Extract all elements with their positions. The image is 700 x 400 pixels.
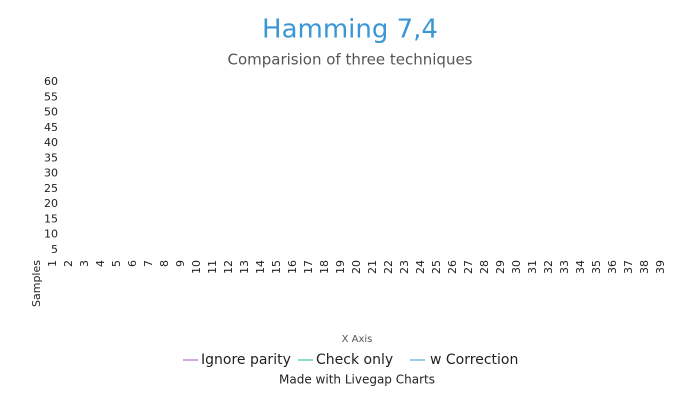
y-tick-label: 15 <box>44 212 58 225</box>
y-tick-label: 50 <box>44 106 58 119</box>
x-tick-label: 4 <box>94 260 107 267</box>
x-tick-label: Samples <box>30 260 43 307</box>
x-tick-label: 38 <box>638 260 651 274</box>
x-tick-label: 8 <box>158 260 171 267</box>
x-axis-title: X Axis <box>342 334 373 345</box>
y-tick-label: 10 <box>44 228 58 241</box>
x-tick-label: 11 <box>206 260 219 274</box>
x-tick-label: 31 <box>526 260 539 274</box>
x-tick-label: 33 <box>558 260 571 274</box>
x-tick-label: 6 <box>126 260 139 267</box>
y-tick-label: 30 <box>44 167 58 180</box>
x-tick-label: 19 <box>334 260 347 274</box>
y-tick-label: 40 <box>44 136 58 149</box>
y-tick-label: 35 <box>44 151 58 164</box>
x-tick-label: 1 <box>46 260 59 267</box>
x-tick-label: 12 <box>222 260 235 274</box>
footer: Made with Livegap Charts <box>279 373 435 387</box>
x-tick-label: 18 <box>318 260 331 274</box>
x-tick-label: 5 <box>110 260 123 267</box>
x-tick-label: 9 <box>174 260 187 267</box>
x-tick-label: 21 <box>366 260 379 274</box>
x-tick-label: 7 <box>142 260 155 267</box>
y-tick-label: 25 <box>44 182 58 195</box>
x-tick-label: 23 <box>398 260 411 274</box>
x-tick-label: 24 <box>414 260 427 274</box>
x-tick-label: 39 <box>654 260 667 274</box>
legend-label: Ignore parity <box>201 352 291 368</box>
x-tick-label: 17 <box>302 260 315 274</box>
x-tick-label: 15 <box>270 260 283 274</box>
x-tick-label: 25 <box>430 260 443 274</box>
x-tick-label: 16 <box>286 260 299 274</box>
y-tick-label: 55 <box>44 90 58 103</box>
legend-label: w Correction <box>430 352 518 368</box>
x-tick-label: 28 <box>478 260 491 274</box>
chart-subtitle: Comparision of three techniques <box>227 51 472 69</box>
x-tick-label: 34 <box>574 260 587 274</box>
x-tick-label: 22 <box>382 260 395 274</box>
x-tick-label: 20 <box>350 260 363 274</box>
y-tick-label: 5 <box>51 243 58 256</box>
x-tick-label: 13 <box>238 260 251 274</box>
x-tick-label: 37 <box>622 260 635 274</box>
x-tick-label: 36 <box>606 260 619 274</box>
x-tick-label: 14 <box>254 260 267 274</box>
chart-title: Hamming 7,4 <box>262 15 438 45</box>
x-tick-label: 30 <box>510 260 523 274</box>
x-tick-label: 35 <box>590 260 603 274</box>
x-tick-label: 27 <box>462 260 475 274</box>
legend-label: Check only <box>316 352 393 368</box>
x-tick-label: 2 <box>62 260 75 267</box>
x-tick-label: 26 <box>446 260 459 274</box>
x-tick-label: 10 <box>190 260 203 274</box>
x-tick-label: 32 <box>542 260 555 274</box>
x-tick-label: 29 <box>494 260 507 274</box>
y-tick-label: 20 <box>44 197 58 210</box>
y-tick-label: 45 <box>44 121 58 134</box>
x-tick-label: 3 <box>78 260 91 267</box>
y-tick-label: 60 <box>44 75 58 88</box>
